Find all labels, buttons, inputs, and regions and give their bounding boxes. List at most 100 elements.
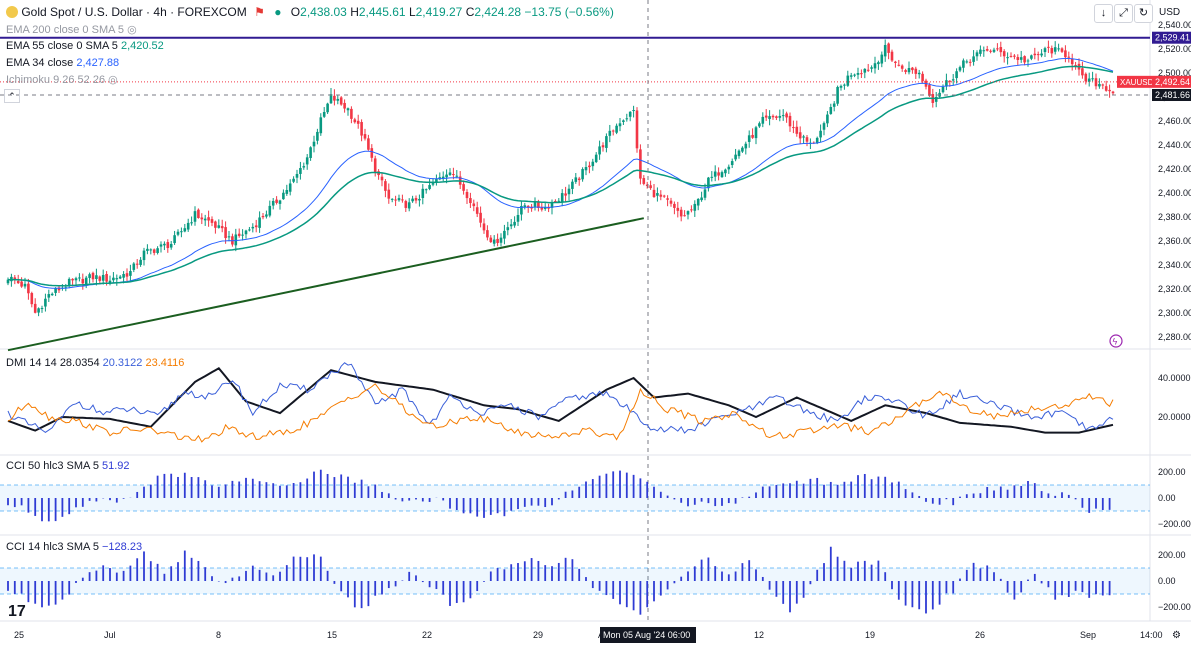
candle (472, 199, 476, 212)
symbol-title[interactable]: Gold Spot / U.S. Dollar · 4h · FOREXCOM (21, 5, 247, 19)
candle (278, 199, 282, 210)
candle (275, 196, 278, 205)
candle (112, 272, 115, 284)
cci14-legend[interactable]: CCI 14 hlc3 SMA 5 −128.23 (6, 541, 143, 553)
candle (1019, 50, 1023, 63)
dmi-legend[interactable]: DMI 14 14 28.0354 20.3122 23.4116 (6, 357, 185, 369)
candle (696, 198, 700, 211)
collapse-legend-button[interactable]: ⌃ (4, 89, 20, 103)
candle (353, 117, 357, 124)
candle (822, 121, 826, 136)
candle (407, 198, 411, 212)
candle (125, 268, 129, 282)
candle (945, 73, 948, 91)
candle (88, 272, 91, 284)
candle (1053, 41, 1057, 55)
candle (339, 96, 343, 106)
candle (758, 121, 761, 128)
cci14-band (0, 568, 1150, 594)
candle (360, 119, 363, 142)
candle (564, 186, 567, 202)
candle (67, 277, 71, 289)
candle (387, 183, 391, 204)
price-tick-label: 2,440.00 (1158, 140, 1191, 150)
candle (992, 47, 996, 53)
candle (679, 206, 683, 222)
candle (802, 134, 805, 144)
candle (747, 130, 751, 148)
candle (598, 140, 601, 160)
candle (571, 179, 574, 195)
candle (737, 149, 741, 159)
hidden-eye-icon[interactable]: ◎ (127, 24, 137, 36)
candle (635, 107, 639, 153)
candle (1036, 51, 1040, 61)
dmi-tick-label: 40.0000 (1158, 373, 1191, 383)
candle (197, 208, 200, 219)
candle (693, 200, 697, 217)
candle (1064, 45, 1067, 63)
cci50-legend[interactable]: CCI 50 hlc3 SMA 5 51.92 (6, 460, 130, 472)
candle (628, 111, 632, 122)
candle (526, 205, 530, 213)
candle (146, 244, 149, 255)
candle (819, 124, 822, 143)
candle (866, 63, 870, 72)
candle (669, 197, 673, 207)
candle (982, 46, 986, 57)
time-axis-label: 29 (533, 630, 543, 640)
candle (394, 195, 397, 206)
candle (356, 114, 360, 129)
symbol-tag-label: XAUUSD (1120, 78, 1154, 87)
candle (727, 164, 731, 174)
currency-label[interactable]: USD (1159, 7, 1181, 18)
price-tick-label: 2,400.00 (1158, 188, 1191, 198)
price-tick-label: 2,380.00 (1158, 212, 1191, 222)
candle (662, 194, 666, 198)
candle (513, 216, 516, 228)
time-axis-label: Sep (1080, 630, 1096, 640)
legend-ema34[interactable]: EMA 34 close 2,427.88 (6, 57, 120, 69)
candle (894, 60, 897, 68)
candle (149, 248, 153, 255)
legend-ema200[interactable]: EMA 200 close 0 SMA 5 ◎ (6, 24, 137, 36)
legend-ichimoku[interactable]: Ichimoku 9 26 52 26 ◎ (6, 74, 118, 86)
candle (159, 241, 163, 253)
candle (1030, 54, 1033, 61)
candle (625, 113, 629, 122)
candle (741, 146, 744, 153)
candle (458, 171, 462, 190)
candle (499, 233, 503, 247)
candle (533, 197, 537, 211)
candle (938, 89, 941, 99)
candle (282, 189, 285, 200)
maximize-icon[interactable]: ⤢ (1114, 4, 1133, 23)
support-trendline (7, 217, 645, 352)
candle (299, 161, 302, 180)
candle (173, 230, 176, 245)
candle (248, 226, 251, 232)
candle (958, 65, 962, 73)
candle (190, 216, 193, 226)
hidden-eye-icon[interactable]: ◎ (108, 74, 118, 86)
candle (312, 135, 316, 153)
candle (27, 278, 30, 300)
dmi-minus-di-line (7, 383, 1114, 443)
candle (771, 114, 775, 120)
candle (904, 68, 907, 75)
candle (421, 184, 425, 205)
candle (560, 189, 564, 207)
time-axis-label: 22 (422, 630, 432, 640)
refresh-icon[interactable]: ↻ (1134, 4, 1153, 23)
candle (115, 274, 119, 286)
dmi-tick-label: 20.0000 (1158, 412, 1191, 422)
scroll-down-icon[interactable]: ↓ (1094, 4, 1113, 23)
cci14-tick-label: 200.00 (1158, 550, 1186, 560)
candle (921, 71, 924, 84)
flag-icon[interactable]: ⚑ (254, 5, 265, 19)
candle (720, 170, 724, 178)
candle (1060, 47, 1064, 53)
candle (142, 247, 146, 266)
legend-ema55[interactable]: EMA 55 close 0 SMA 5 2,420.52 (6, 40, 164, 52)
